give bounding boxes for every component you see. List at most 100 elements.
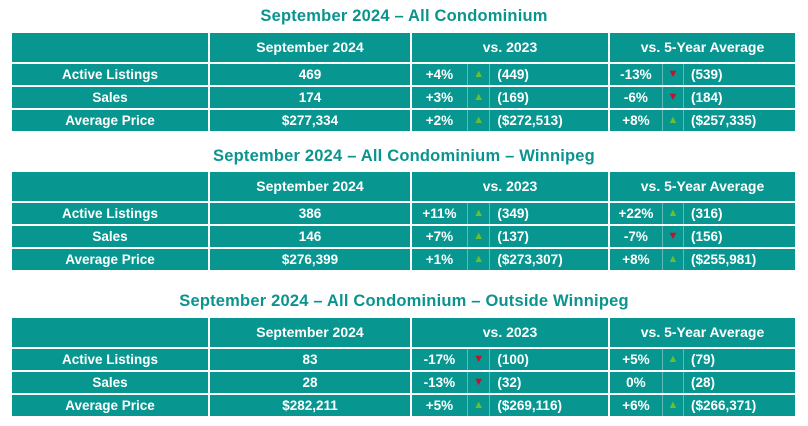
pct-change: +4% [425, 67, 454, 82]
vs-2023-cell: -17% ▼ (100) [410, 349, 608, 372]
previous-value: ($272,513) [497, 113, 563, 128]
vs-2023-inner: +7% ▲ (137) [412, 226, 608, 247]
pct-change: +8% [622, 113, 650, 128]
trend-arrow-icon: ▲ [466, 87, 491, 108]
trend-arrow-icon: ▲ [466, 395, 491, 416]
table-body: Active Listings 469 +4% ▲ (449) -13% ▼ (… [12, 64, 795, 133]
header-vs-5yr-average: vs. 5-Year Average [608, 318, 795, 349]
vs-5yr-average-cell: -13% ▼ (539) [608, 64, 795, 87]
header-row: September 2024 vs. 2023 vs. 5-Year Avera… [12, 172, 795, 203]
row-label: Active Listings [12, 64, 208, 87]
table-section: September 2024 – All Condominium – Winni… [0, 146, 808, 272]
header-row: September 2024 vs. 2023 vs. 5-Year Avera… [12, 33, 795, 64]
header-vs-5yr-average: vs. 5-Year Average [608, 33, 795, 64]
row-label: Average Price [12, 110, 208, 133]
pct-change: -6% [623, 90, 648, 105]
vs-2023-inner: +2% ▲ ($272,513) [412, 110, 608, 131]
trend-arrow-icon: ▲ [661, 349, 684, 370]
header-vs-2023: vs. 2023 [410, 172, 608, 203]
previous-value: (184) [690, 90, 723, 105]
table-row: Average Price $277,334 +2% ▲ ($272,513) … [12, 110, 795, 133]
table-body: Active Listings 386 +11% ▲ (349) +22% ▲ … [12, 203, 795, 272]
pct-change: +3% [425, 90, 454, 105]
vs-2023-cell: +4% ▲ (449) [410, 64, 608, 87]
header-vs-2023: vs. 2023 [410, 318, 608, 349]
header-vs-2023: vs. 2023 [410, 33, 608, 64]
current-value: 386 [208, 203, 410, 226]
pct-change: +5% [425, 398, 454, 413]
header-blank [12, 172, 208, 203]
previous-value: (316) [690, 206, 723, 221]
vs-2023-inner: +5% ▲ ($269,116) [412, 395, 608, 416]
vs-5yr-inner: 0% (28) [610, 372, 795, 393]
previous-value: ($255,981) [690, 252, 757, 267]
header-row: September 2024 vs. 2023 vs. 5-Year Avera… [12, 318, 795, 349]
trend-arrow-icon: ▲ [466, 249, 491, 270]
vs-2023-cell: +3% ▲ (169) [410, 87, 608, 110]
vs-2023-cell: -13% ▼ (32) [410, 372, 608, 395]
row-label: Sales [12, 226, 208, 249]
previous-value: (449) [497, 67, 529, 82]
vs-5yr-inner: -6% ▼ (184) [610, 87, 795, 108]
previous-value: (28) [690, 375, 715, 390]
row-label: Average Price [12, 249, 208, 272]
vs-5yr-inner: -7% ▼ (156) [610, 226, 795, 247]
vs-2023-inner: +3% ▲ (169) [412, 87, 608, 108]
vs-5yr-inner: -13% ▼ (539) [610, 64, 795, 85]
previous-value: (32) [497, 375, 522, 390]
pct-change: +22% [618, 206, 654, 221]
previous-value: (169) [497, 90, 529, 105]
table-section: September 2024 – All Condominium Septemb… [0, 6, 808, 133]
row-label: Sales [12, 372, 208, 395]
vs-2023-cell: +2% ▲ ($272,513) [410, 110, 608, 133]
trend-arrow-icon: ▼ [661, 226, 684, 247]
pct-change: -13% [423, 375, 456, 390]
previous-value: (100) [497, 352, 529, 367]
vs-2023-inner: -13% ▼ (32) [412, 372, 608, 393]
previous-value: (539) [690, 67, 723, 82]
current-value: $282,211 [208, 395, 410, 418]
vs-2023-inner: -17% ▼ (100) [412, 349, 608, 370]
pct-change: +7% [425, 229, 454, 244]
table-row: Active Listings 386 +11% ▲ (349) +22% ▲ … [12, 203, 795, 226]
trend-arrow-icon: ▲ [466, 203, 491, 224]
header-current-month: September 2024 [208, 318, 410, 349]
current-value: 146 [208, 226, 410, 249]
table-title: September 2024 – All Condominium – Winni… [213, 147, 595, 165]
table-row: Sales 28 -13% ▼ (32) 0% (28) [12, 372, 795, 395]
header-current-month: September 2024 [208, 172, 410, 203]
table-row: Active Listings 83 -17% ▼ (100) +5% ▲ (7… [12, 349, 795, 372]
table-section: September 2024 – All Condominium – Outsi… [0, 291, 808, 418]
trend-arrow-icon: ▲ [661, 395, 684, 416]
row-label: Average Price [12, 395, 208, 418]
pct-change: +11% [422, 206, 457, 221]
vs-5yr-inner: +8% ▲ ($257,335) [610, 110, 795, 131]
vs-2023-cell: +5% ▲ ($269,116) [410, 395, 608, 418]
current-value: 28 [208, 372, 410, 395]
pct-change: 0% [626, 375, 646, 390]
row-label: Sales [12, 87, 208, 110]
pct-change: +2% [425, 113, 454, 128]
table-row: Average Price $276,399 +1% ▲ ($273,307) … [12, 249, 795, 272]
header-blank [12, 33, 208, 64]
pct-change: +8% [622, 252, 650, 267]
previous-value: ($266,371) [690, 398, 757, 413]
pct-change: -13% [620, 67, 652, 82]
vs-2023-inner: +11% ▲ (349) [412, 203, 608, 224]
pct-change: +1% [425, 252, 454, 267]
trend-arrow-icon: ▲ [466, 110, 491, 131]
current-value: 469 [208, 64, 410, 87]
vs-2023-inner: +1% ▲ ($273,307) [412, 249, 608, 270]
current-value: 83 [208, 349, 410, 372]
vs-5yr-average-cell: +5% ▲ (79) [608, 349, 795, 372]
table-body: Active Listings 83 -17% ▼ (100) +5% ▲ (7… [12, 349, 795, 418]
trend-arrow-icon: ▼ [466, 349, 491, 370]
trend-arrow-icon: ▼ [661, 87, 684, 108]
header-current-month: September 2024 [208, 33, 410, 64]
table-row: Sales 174 +3% ▲ (169) -6% ▼ (184) [12, 87, 795, 110]
vs-5yr-average-cell: +6% ▲ ($266,371) [608, 395, 795, 418]
vs-2023-cell: +7% ▲ (137) [410, 226, 608, 249]
vs-5yr-average-cell: +22% ▲ (316) [608, 203, 795, 226]
trend-arrow-icon: ▲ [661, 203, 684, 224]
trend-arrow-icon: ▲ [661, 110, 684, 131]
